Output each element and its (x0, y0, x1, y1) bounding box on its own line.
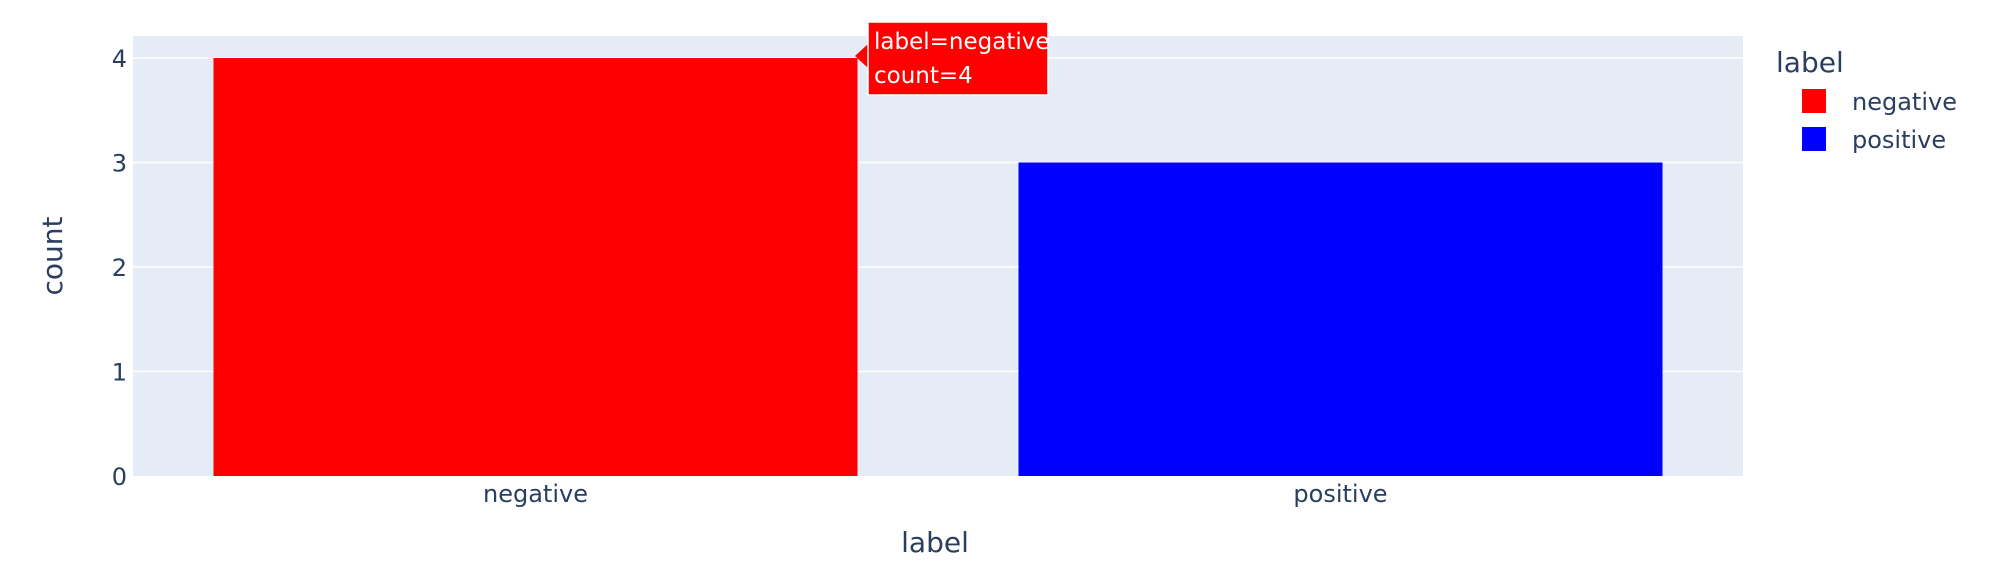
tooltip-box (867, 21, 1049, 96)
legend-label: positive (1852, 126, 1946, 154)
x-axis-ticks: negative positive (483, 480, 1388, 508)
x-tick-label: negative (483, 480, 588, 508)
y-tick-label: 4 (112, 45, 127, 73)
bar-negative[interactable] (213, 58, 858, 476)
y-axis-title: count (36, 216, 69, 295)
tooltip-line-2: count=4 (874, 63, 973, 89)
y-tick-label: 3 (112, 150, 127, 178)
tooltip-line-1: label=negative (874, 29, 1050, 55)
tooltip-pointer (855, 44, 868, 68)
bars[interactable] (213, 58, 1663, 477)
legend-swatch (1802, 127, 1826, 151)
x-axis-title: label (901, 526, 969, 559)
legend-item-negative[interactable]: negative (1802, 88, 1957, 116)
x-tick-label: positive (1293, 480, 1387, 508)
y-axis-ticks: 0 1 2 3 4 (112, 45, 127, 491)
legend-swatch (1802, 89, 1826, 113)
y-tick-label: 2 (112, 254, 127, 282)
y-tick-label: 1 (112, 359, 127, 387)
bar-positive[interactable] (1018, 162, 1663, 477)
legend: label negative positive (1776, 46, 1957, 154)
hover-tooltip: label=negative count=4 (855, 21, 1050, 96)
legend-title: label (1776, 46, 1844, 79)
y-tick-label: 0 (112, 463, 127, 491)
legend-label: negative (1852, 88, 1957, 116)
legend-item-positive[interactable]: positive (1802, 126, 1946, 154)
